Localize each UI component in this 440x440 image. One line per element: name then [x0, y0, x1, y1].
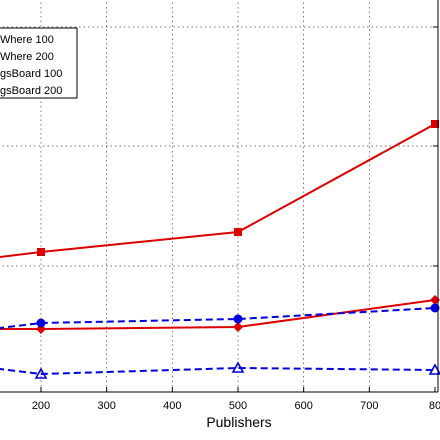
- legend-label: gsBoard 100: [0, 68, 62, 80]
- series-line: [0, 299, 436, 330]
- x-tick-label: 700: [360, 400, 378, 412]
- legend-box: [0, 27, 78, 99]
- legend-label: gsBoard 200: [0, 85, 62, 97]
- legend: Where 100 Where 200 gsBoard 100 gsBoard 200: [0, 27, 78, 99]
- data-point: [231, 361, 245, 373]
- legend-label: Where 200: [0, 51, 54, 63]
- series-4: [0, 303, 440, 329]
- data-point: [431, 120, 439, 128]
- x-axis-label: Publishers: [206, 414, 271, 430]
- legend-label: Where 100: [0, 34, 54, 46]
- x-tick-label: 600: [294, 400, 312, 412]
- data-point: [233, 322, 243, 332]
- data-point: [37, 248, 45, 256]
- x-tick-label: 500: [229, 400, 247, 412]
- x-tick-label: 400: [163, 400, 181, 412]
- series-line: [0, 366, 436, 376]
- data-point: [430, 303, 440, 313]
- series-line: [0, 123, 436, 258]
- series-group: [0, 120, 440, 379]
- x-tick-labels: 200 300 400 500 600 700 80: [32, 400, 440, 412]
- x-tick-label: 200: [32, 400, 50, 412]
- axes: [0, 0, 439, 393]
- data-point: [233, 314, 243, 324]
- x-tick-label: 300: [97, 400, 115, 412]
- series-3: [0, 361, 440, 379]
- series-2: [0, 120, 439, 258]
- x-tick-label: 80: [429, 400, 440, 412]
- data-point: [234, 228, 242, 236]
- grid: [0, 0, 438, 392]
- data-point: [34, 367, 48, 379]
- series-line: [0, 307, 436, 329]
- data-point: [36, 318, 46, 328]
- series-1: [0, 295, 440, 334]
